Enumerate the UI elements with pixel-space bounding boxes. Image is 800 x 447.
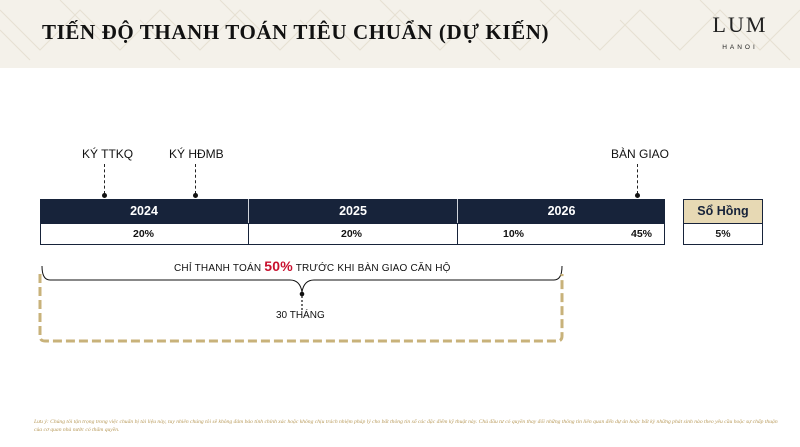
milestone-hdmb-connector	[195, 164, 196, 194]
disclaimer: Lưu ý: Chúng tôi tận trọng trong việc ch…	[34, 419, 778, 433]
milestone-hdmb-dot	[193, 193, 198, 198]
year-row: 2024 2025 2026	[40, 199, 665, 223]
payment-2026-handover: 45%	[631, 228, 653, 240]
payment-timeline: 2024 2025 2026 20% 20% 10% 45%	[40, 199, 665, 245]
payment-2026-first: 10%	[503, 228, 525, 240]
milestone-handover-label: BÀN GIAO	[611, 147, 670, 161]
pink-book-box: Sổ Hồng 5%	[683, 199, 763, 245]
payment-note: CHỈ THANH TOÁN 50% TRƯỚC KHI BÀN GIAO CĂ…	[174, 258, 451, 274]
brand-logo: LUM HANOI	[710, 12, 770, 51]
milestone-handover-dot	[635, 193, 640, 198]
header-pattern	[0, 0, 800, 61]
year-2024: 2024	[130, 204, 158, 218]
pink-book-label: Sổ Hồng	[683, 199, 763, 224]
year-divider	[457, 199, 458, 223]
payment-row: 20% 20% 10% 45%	[40, 223, 665, 245]
payment-divider	[248, 224, 249, 244]
year-2026: 2026	[547, 204, 576, 218]
payment-note-highlight: 50%	[264, 258, 293, 274]
milestone-ttkq-connector	[104, 164, 105, 194]
duration-label: 30 THÁNG	[276, 310, 325, 321]
page-title: TIẾN ĐỘ THANH TOÁN TIÊU CHUẨN (DỰ KIẾN)	[42, 20, 550, 44]
year-2025: 2025	[339, 204, 367, 218]
payment-note-prefix: CHỈ THANH TOÁN	[174, 263, 262, 274]
milestone-hdmb-label: KÝ HĐMB	[169, 147, 224, 161]
milestone-ttkq-label: KÝ TTKQ	[82, 147, 134, 161]
header-band: TIẾN ĐỘ THANH TOÁN TIÊU CHUẨN (DỰ KIẾN) …	[0, 0, 800, 68]
year-divider	[248, 199, 249, 223]
payment-period-brace	[38, 265, 564, 343]
milestone-ttkq-dot	[102, 193, 107, 198]
payment-2025: 20%	[341, 228, 363, 240]
pink-book-value: 5%	[683, 223, 763, 245]
payment-note-suffix: TRƯỚC KHI BÀN GIAO CĂN HỘ	[295, 263, 451, 274]
logo-subtitle: HANOI	[722, 44, 758, 51]
payment-2024: 20%	[133, 228, 155, 240]
payment-divider	[457, 224, 458, 244]
logo-wordmark: LUM	[712, 12, 768, 37]
milestone-handover-connector	[637, 164, 638, 194]
